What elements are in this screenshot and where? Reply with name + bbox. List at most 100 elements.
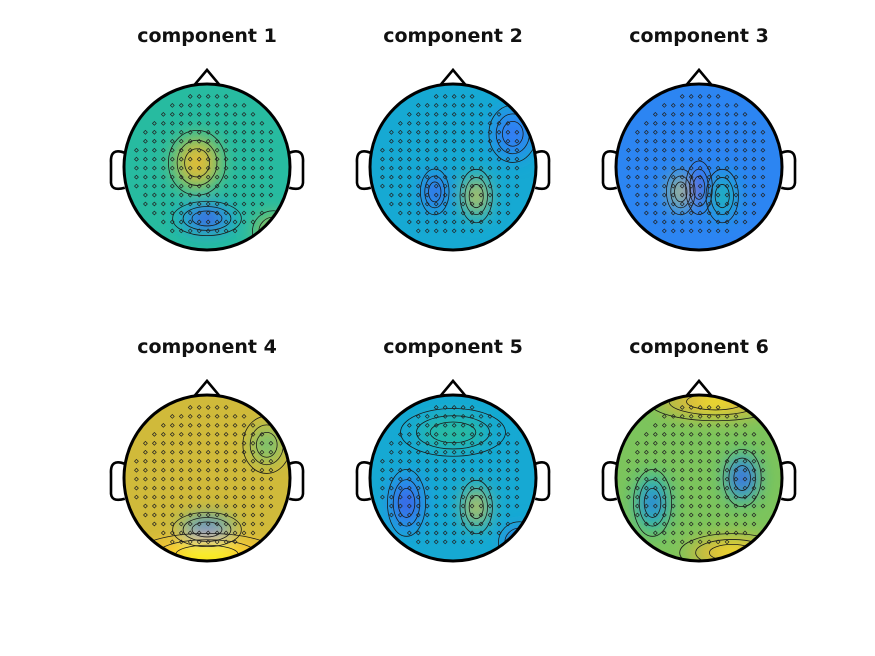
right-ear-outline xyxy=(288,461,305,502)
nose-outline xyxy=(439,67,467,86)
electrode-marker xyxy=(733,129,739,135)
electrode-marker xyxy=(733,147,739,153)
contour-line xyxy=(387,469,427,537)
electrode-marker xyxy=(223,129,229,135)
electrode-marker xyxy=(424,174,430,180)
electrode-marker xyxy=(706,405,712,410)
electrode-marker xyxy=(160,485,166,491)
electrode-marker xyxy=(679,405,685,410)
electrode-marker xyxy=(670,111,676,117)
field-blob-positive xyxy=(259,218,288,246)
electrode-marker xyxy=(496,129,502,135)
electrode-marker xyxy=(241,494,247,500)
electrode-marker xyxy=(670,512,676,518)
electrode-marker xyxy=(214,219,220,225)
electrode-markers xyxy=(626,405,766,545)
electrode-marker xyxy=(178,138,184,144)
electrode-marker xyxy=(733,156,739,162)
electrode-marker xyxy=(688,521,694,527)
electrode-marker xyxy=(697,201,703,207)
electrode-marker xyxy=(259,165,265,171)
electrode-marker xyxy=(187,494,193,500)
electrode-marker xyxy=(688,174,694,180)
electrode-marker xyxy=(505,476,511,482)
nose-outline xyxy=(439,378,467,397)
electrode-marker xyxy=(442,111,448,117)
electrode-marker xyxy=(433,440,439,446)
electrode-marker xyxy=(424,449,430,455)
electrode-marker xyxy=(733,494,739,500)
electrode-marker xyxy=(223,422,229,428)
field-blob-negative xyxy=(738,471,747,485)
electrode-marker xyxy=(661,458,667,464)
electrode-marker xyxy=(724,103,730,108)
electrode-marker xyxy=(478,156,484,162)
electrode-marker xyxy=(670,458,676,464)
electrode-marker xyxy=(433,120,439,126)
electrode-marker xyxy=(415,174,421,180)
electrode-marker xyxy=(715,120,721,126)
electrode-marker xyxy=(205,530,211,536)
electrode-marker xyxy=(724,422,730,428)
electrode-marker xyxy=(635,201,640,207)
electrode-marker xyxy=(214,94,220,99)
electrode-marker xyxy=(487,219,493,225)
electrode-marker xyxy=(715,503,721,509)
electrode-marker xyxy=(406,111,412,117)
electrode-marker xyxy=(223,94,229,99)
electrode-marker xyxy=(187,414,193,419)
electrode-marker xyxy=(487,147,493,153)
field-blob-negative xyxy=(696,181,702,194)
electrode-marker xyxy=(724,476,730,482)
electrode-marker xyxy=(469,94,475,99)
electrode-marker xyxy=(415,120,421,126)
electrode-marker xyxy=(151,147,157,153)
electrode-marker xyxy=(706,94,712,99)
electrode-marker xyxy=(679,431,685,437)
electrode-marker xyxy=(232,138,238,144)
electrode-marker xyxy=(679,530,685,536)
electrode-marker xyxy=(415,485,421,491)
electrode-marker xyxy=(169,219,175,225)
electrode-marker xyxy=(514,503,520,509)
electrode-marker xyxy=(652,467,658,473)
electrode-marker xyxy=(661,210,667,216)
electrode-marker xyxy=(469,440,475,446)
electrode-marker xyxy=(241,111,247,117)
electrode-marker xyxy=(724,228,730,234)
electrode-marker xyxy=(706,138,712,144)
electrode-marker xyxy=(380,156,385,162)
electrode-marker xyxy=(389,467,394,473)
contour-line xyxy=(468,495,484,520)
electrode-marker xyxy=(169,201,175,207)
electrode-marker xyxy=(706,201,712,207)
electrode-marker xyxy=(697,103,703,108)
panel-component-6: component 6 xyxy=(601,336,797,563)
electrode-marker xyxy=(661,201,667,207)
electrode-marker xyxy=(151,449,157,455)
electrode-marker xyxy=(451,103,457,108)
electrode-marker xyxy=(223,440,229,446)
electrode-marker xyxy=(460,449,466,455)
contour-line xyxy=(428,181,442,203)
electrode-marker xyxy=(451,521,457,527)
electrode-marker xyxy=(169,192,175,198)
electrode-marker xyxy=(643,165,649,171)
electrode-marker xyxy=(241,485,247,491)
electrode-marker xyxy=(670,129,676,135)
electrode-marker xyxy=(223,476,229,482)
electrode-marker xyxy=(460,530,466,536)
electrode-marker xyxy=(380,183,385,189)
electrode-marker xyxy=(661,440,667,446)
electrode-marker xyxy=(205,539,211,545)
electrode-marker xyxy=(380,165,385,171)
electrode-marker xyxy=(169,414,175,419)
electrode-marker xyxy=(451,129,457,135)
electrode-marker xyxy=(652,120,658,126)
panel-title: component 1 xyxy=(137,25,277,47)
electrode-marker xyxy=(241,156,247,162)
electrode-marker xyxy=(406,440,412,446)
electrode-marker xyxy=(679,156,685,162)
head-outline xyxy=(614,82,784,252)
electrode-marker xyxy=(442,183,448,189)
